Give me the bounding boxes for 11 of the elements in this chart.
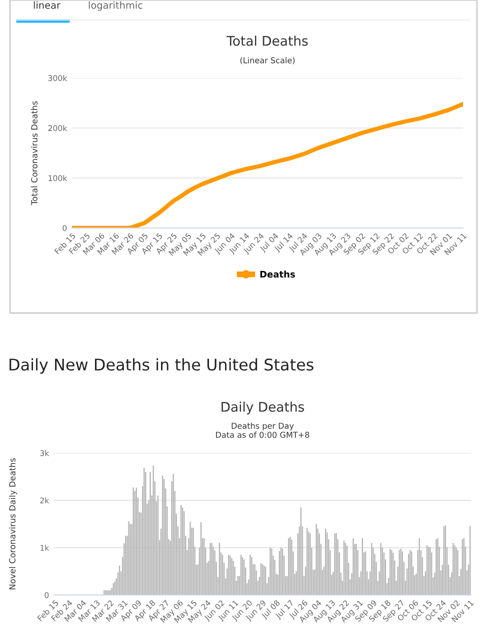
chart-title: Total Deaths [226, 36, 308, 46]
chart-title: Daily Deaths [222, 402, 304, 414]
y-axis-title: Total Coronavirus Deaths [31, 101, 38, 206]
text: Daily New Deaths in the United States [10, 358, 314, 374]
text: logarithmic [88, 1, 142, 11]
y-axis-title: Novel Coronavirus Daily Deaths [9, 458, 18, 590]
text: linear [34, 1, 60, 9]
legend-label: Deaths [260, 270, 295, 278]
chart-subtitle: (Linear Scale) [240, 57, 295, 64]
chart-subtitle: Deaths per Day Data as of 0:00 GMT+8 [216, 422, 310, 438]
line-series [72, 102, 463, 228]
